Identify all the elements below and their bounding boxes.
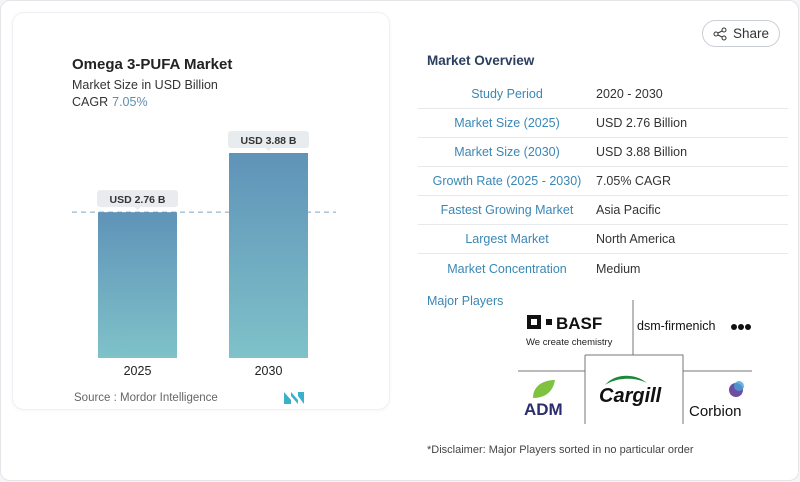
table-row: Largest Market North America <box>418 225 788 254</box>
share-icon <box>713 27 727 40</box>
data-label-pointer <box>134 207 141 211</box>
row-label: Study Period <box>471 87 543 101</box>
data-label-bg <box>228 131 309 148</box>
svg-text:dsm-firmenich: dsm-firmenich <box>637 319 716 333</box>
row-label: Largest Market <box>465 232 549 246</box>
dsm-firmenich-logo: dsm-firmenich <box>637 319 751 333</box>
row-value: 7.05% CAGR <box>596 174 672 188</box>
overview-title: Market Overview <box>427 53 535 68</box>
data-label-pointer <box>265 148 272 151</box>
cagr-value: 7.05% <box>112 95 148 109</box>
chart-card <box>12 12 390 410</box>
share-button[interactable]: Share <box>702 20 780 47</box>
disclaimer: *Disclaimer: Major Players sorted in no … <box>427 444 694 456</box>
basf-logo: BASF We create chemistry <box>526 314 613 348</box>
table-row: Study Period 2020 - 2030 <box>418 80 788 109</box>
row-label: Market Size (2025) <box>454 116 560 130</box>
data-label: USD 2.76 B <box>109 194 165 206</box>
x-tick-label: 2030 <box>255 364 283 378</box>
row-value: USD 3.88 Billion <box>596 145 688 159</box>
svg-text:Cargill: Cargill <box>599 385 662 407</box>
cagr-label: CAGR <box>72 95 109 109</box>
table-row: Fastest Growing Market Asia Pacific <box>418 196 788 225</box>
bar-2030 <box>229 153 308 358</box>
corbion-logo: Corbion <box>689 381 744 420</box>
row-value: 2020 - 2030 <box>596 87 663 101</box>
data-label: USD 3.88 B <box>240 135 296 147</box>
table-row: Market Concentration Medium <box>418 254 788 283</box>
svg-text:BASF: BASF <box>556 314 602 333</box>
major-players-title: Major Players <box>427 294 504 308</box>
row-label: Fastest Growing Market <box>440 203 574 217</box>
row-label: Market Concentration <box>447 261 567 276</box>
table-row: Growth Rate (2025 - 2030) 7.05% CAGR <box>418 167 788 196</box>
x-tick-label: 2025 <box>124 364 152 378</box>
overview-table: Study Period 2020 - 2030 Market Size (202… <box>418 80 788 283</box>
svg-text:Corbion: Corbion <box>689 403 742 420</box>
chart-subtitle: Market Size in USD Billion <box>72 78 218 92</box>
adm-logo: ADM <box>524 380 563 419</box>
svg-text:We create chemistry: We create chemistry <box>526 337 613 348</box>
logo-grid-lines <box>518 300 752 424</box>
player-logos: BASF We create chemistry dsm-firmenich A… <box>518 300 752 424</box>
source-text: Source : Mordor Intelligence <box>74 392 218 404</box>
bar-chart: USD 2.76 B 2025 USD 3.88 B 2030 <box>72 131 336 378</box>
row-value: USD 2.76 Billion <box>596 116 688 130</box>
row-value: Medium <box>596 261 641 276</box>
table-row: Market Size (2025) USD 2.76 Billion <box>418 109 788 138</box>
table-row: Market Size (2030) USD 3.88 Billion <box>418 138 788 167</box>
row-label: Market Size (2030) <box>454 145 560 159</box>
cagr: CAGR 7.05% <box>72 95 148 109</box>
share-label: Share <box>732 26 770 41</box>
svg-text:ADM: ADM <box>524 400 563 419</box>
row-value: North America <box>596 232 676 246</box>
row-label: Growth Rate (2025 - 2030) <box>432 174 582 188</box>
chart-title: Omega 3-PUFA Market <box>72 56 233 73</box>
row-value: Asia Pacific <box>596 203 661 217</box>
cargill-logo: Cargill <box>599 375 662 407</box>
mordor-intelligence-logo <box>284 392 304 404</box>
data-label-bg <box>97 190 178 208</box>
bar-2025 <box>98 212 177 358</box>
